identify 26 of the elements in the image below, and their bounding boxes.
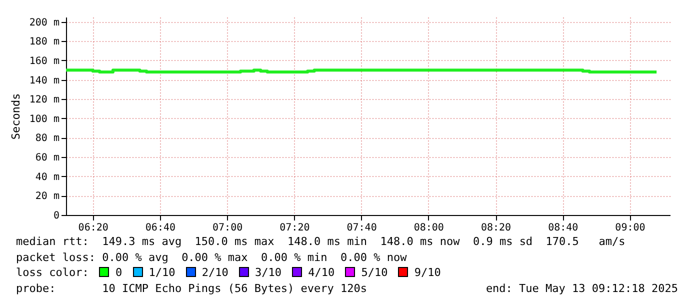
- x-tick-label: 06:40: [145, 222, 176, 234]
- y-tick-label: 160 m: [29, 56, 60, 67]
- text: end: Tue May 13 09:12:18 2025: [486, 280, 678, 296]
- x-tick-label: 08:00: [414, 222, 444, 234]
- x-tick-label: 07:20: [280, 222, 310, 234]
- y-tick-label: 60 m: [35, 152, 60, 164]
- x-tick-label: 09:00: [615, 222, 646, 234]
- y-tick-label: 180 m: [29, 36, 60, 48]
- text: loss color: 0 1/10 2/10 3/10 4/10 5/10 9/10: [16, 266, 441, 279]
- y-tick-label: 20 m: [35, 191, 60, 202]
- x-tick-label: 06:20: [78, 222, 108, 234]
- x-tick-label: 07:00: [212, 222, 243, 234]
- y-axis-title: Seconds: [9, 93, 22, 140]
- x-tick-label: 08:40: [548, 222, 578, 234]
- y-tick-label: 120 m: [29, 94, 60, 106]
- x-tick-label: 08:20: [480, 222, 512, 234]
- y-tick-label: 40 m: [35, 172, 60, 183]
- y-tick-label: 80 m: [35, 133, 60, 144]
- y-tick-label: 100 m: [29, 114, 60, 125]
- x-tick-label: 07:40: [346, 222, 377, 234]
- y-tick-label: 200 m: [29, 17, 60, 28]
- y-tick-label: 0: [53, 210, 60, 222]
- text: median rtt: 149.3 ms avg 150.0 ms max 148.0 ms min 148.0 ms now 0.9 ms sd 170.5 am/s: [16, 235, 626, 248]
- text: packet loss: 0.00 % avg 0.00 % max 0.00 % min 0.00 % now: [16, 250, 407, 264]
- text: probe: 10 ICMP Echo Pings (56 Bytes) every 120s: [16, 282, 367, 294]
- y-tick-label: 140 m: [29, 75, 60, 86]
